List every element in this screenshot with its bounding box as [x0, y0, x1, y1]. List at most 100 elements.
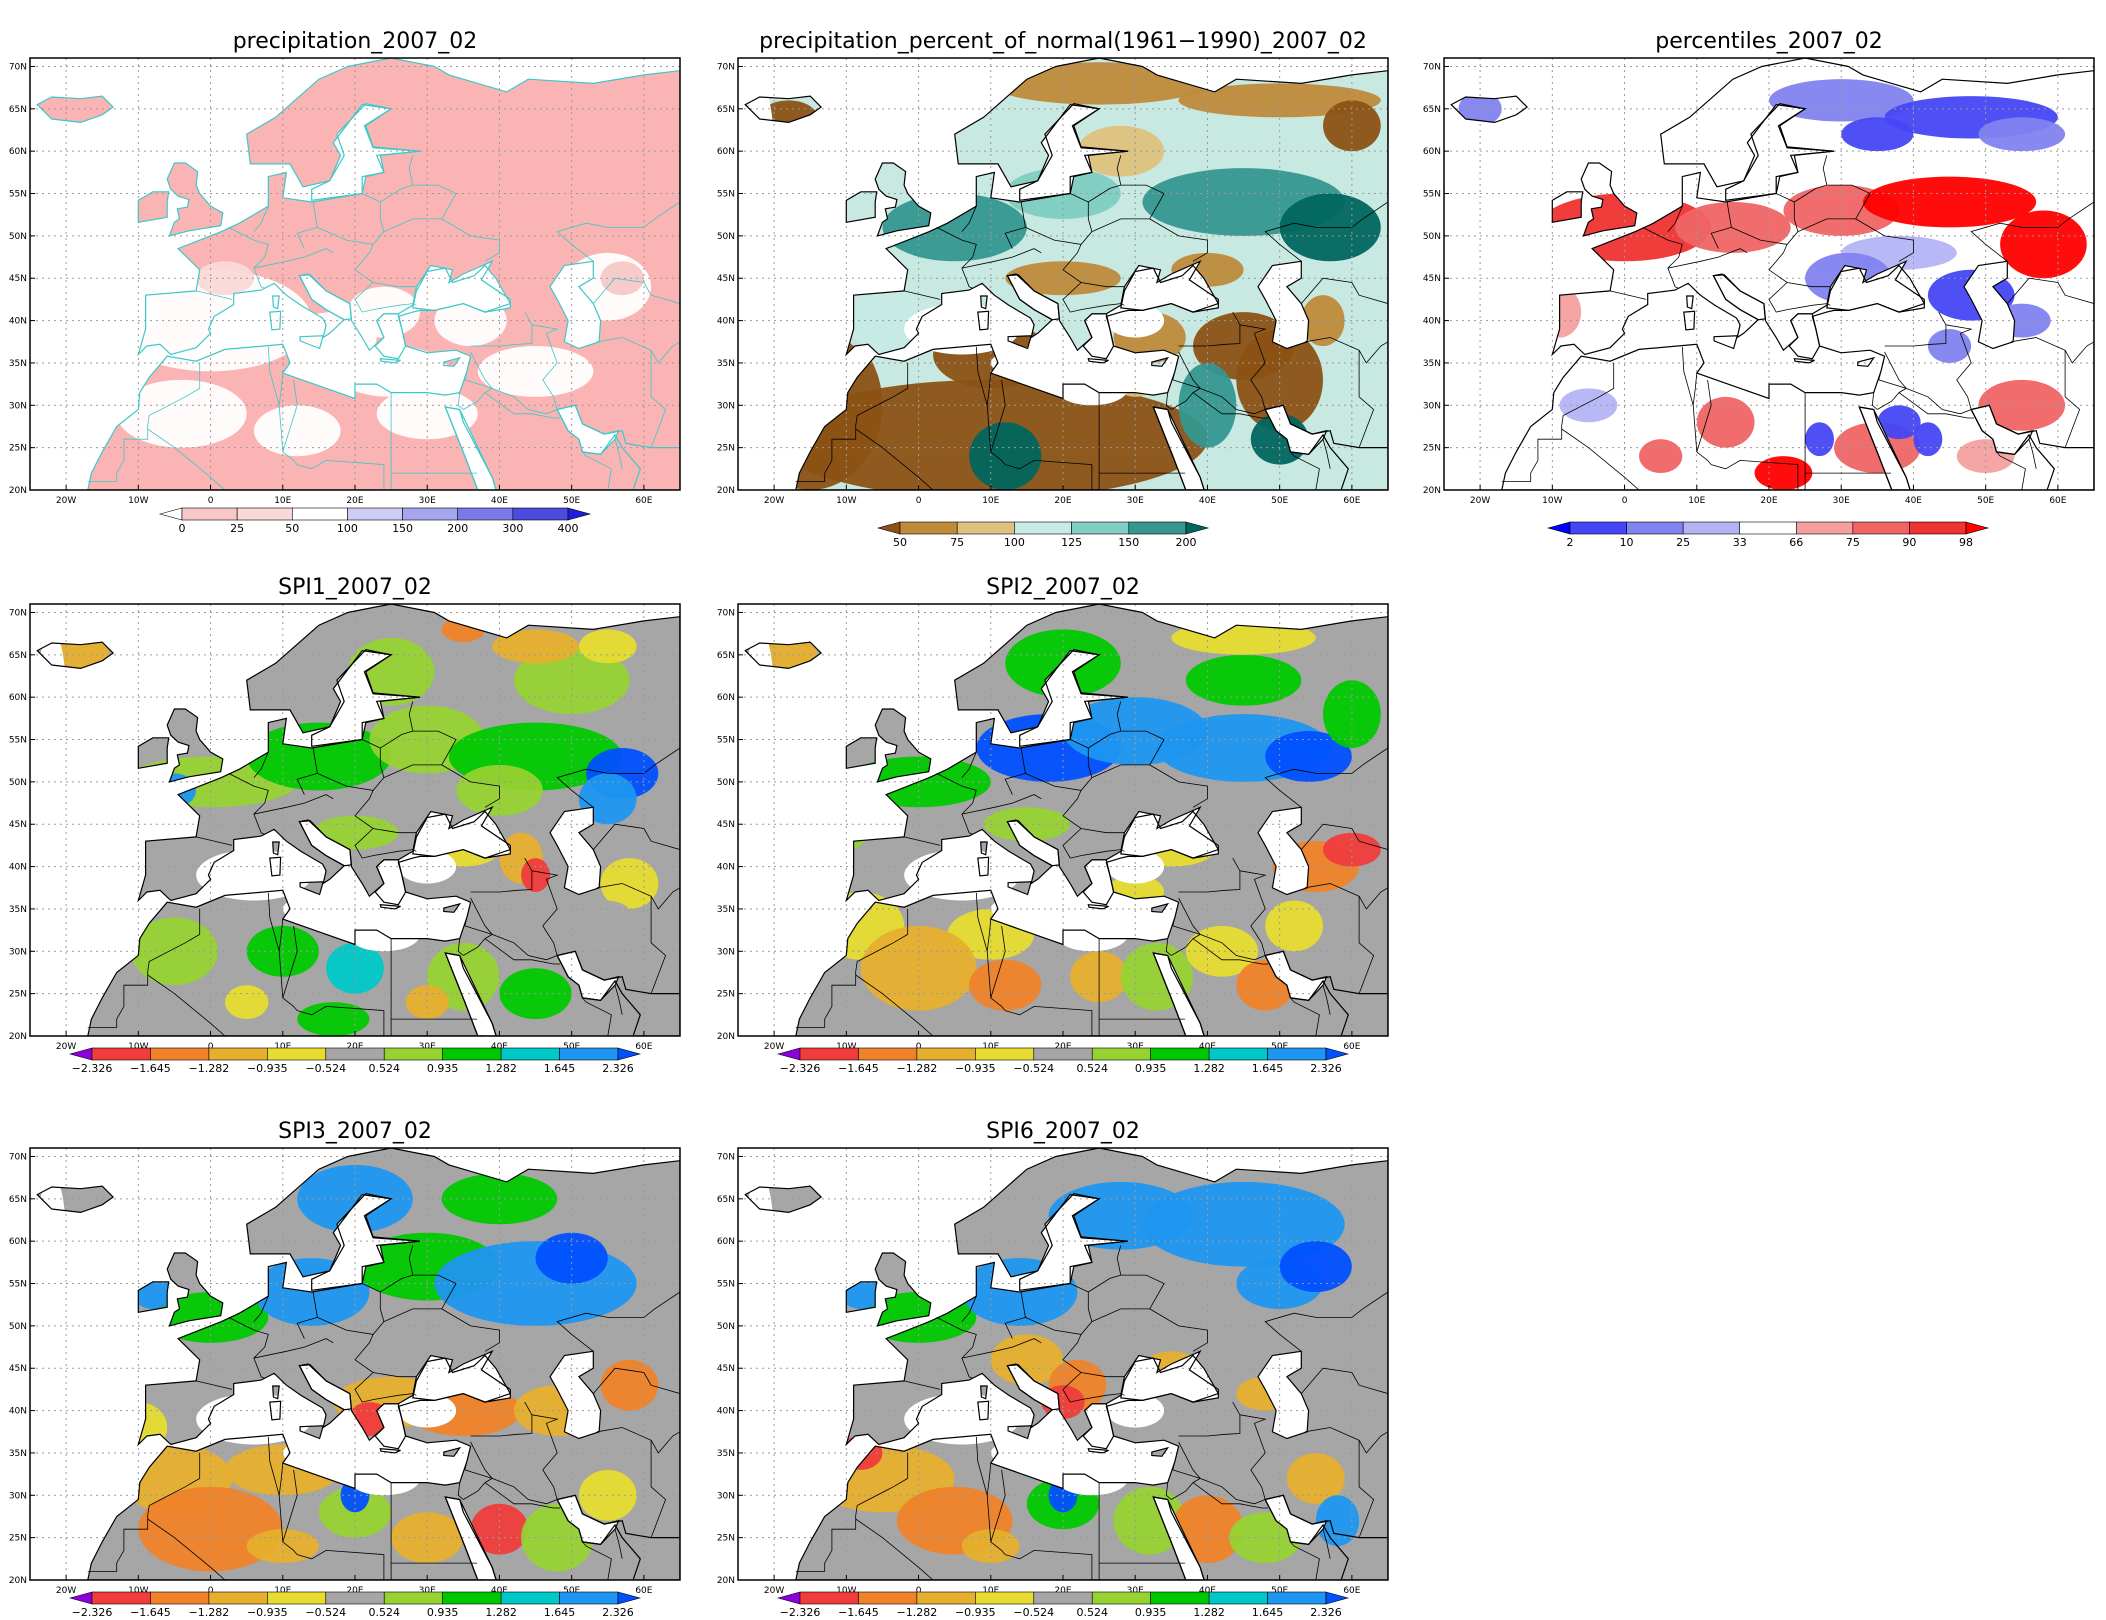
- lat-tick-label: 25N: [717, 444, 735, 454]
- coastline-crete: [1087, 904, 1109, 910]
- country-border: [1116, 1245, 1122, 1276]
- colorbar-swatch: [1128, 521, 1187, 535]
- lat-tick-label: 60N: [717, 1237, 735, 1247]
- lon-tick-label: 10E: [982, 496, 999, 506]
- colorbar-label: −1.645: [838, 1062, 879, 1075]
- colorbar-swatch: [457, 507, 514, 521]
- country-border: [1610, 290, 1647, 300]
- country-border: [1116, 155, 1122, 186]
- colorbar-percent_of_normal: 50 75 100 125 150 200: [876, 521, 1210, 549]
- map-body: [738, 1148, 1388, 1580]
- lon-tick-label: 20W: [764, 496, 784, 506]
- colorbar-swatch: [1150, 1047, 1210, 1061]
- colorbar-label: 0.524: [368, 1062, 400, 1075]
- colorbar-spi2: −2.326 −1.645 −1.282 −0.935 −0.524 0.524 0.935…: [776, 1047, 1350, 1075]
- country-border: [1855, 218, 1914, 262]
- country-border: [961, 206, 977, 232]
- coastline-caspian: [1257, 1350, 1310, 1440]
- field-anomaly: [225, 985, 269, 1020]
- coastline-cyprus: [443, 902, 462, 913]
- country-border: [1116, 701, 1122, 732]
- lat-tick-label: 60N: [717, 147, 735, 157]
- colorbar-label: 75: [950, 536, 964, 549]
- coastline-sicily: [299, 335, 325, 350]
- colorbar-low-arrow: [1546, 521, 1571, 535]
- colorbar-label: 150: [1118, 536, 1139, 549]
- coastline-crete: [379, 1448, 401, 1454]
- country-border: [457, 392, 464, 410]
- country-border: [1501, 362, 1615, 482]
- lon-tick-label: 60E: [1343, 496, 1360, 506]
- country-border: [1149, 1308, 1208, 1352]
- lon-tick-label: 10W: [128, 496, 148, 506]
- country-border: [441, 218, 500, 262]
- country-border: [582, 1541, 612, 1580]
- lon-tick-label: 10E: [274, 1042, 291, 1052]
- country-border: [1358, 887, 1388, 910]
- sea-caspian: [550, 261, 601, 349]
- coastline-redsea: [1152, 406, 1209, 490]
- country-border: [904, 1380, 941, 1390]
- country-border: [2010, 337, 2081, 448]
- coastline-baltic: [311, 1193, 421, 1291]
- country-border: [1812, 303, 1831, 306]
- country-border: [986, 1463, 992, 1496]
- field-anomaly: [990, 1334, 1063, 1386]
- coastline-blacksea: [412, 1354, 512, 1403]
- country-border: [1358, 1431, 1388, 1454]
- country-border: [354, 282, 399, 313]
- coastline-caspian: [549, 1350, 602, 1440]
- colorbar-swatch: [1033, 1047, 1093, 1061]
- lon-tick-label: 40E: [1199, 496, 1216, 506]
- country-border: [1239, 324, 1267, 410]
- coastline-aegean: [374, 859, 407, 906]
- country-border: [196, 836, 233, 846]
- sea-adriatic: [1007, 820, 1060, 866]
- country-border: [855, 974, 934, 1036]
- sea-caspian: [550, 1351, 601, 1439]
- country-border: [1692, 373, 1698, 406]
- lon-tick-label: 0: [916, 1042, 922, 1052]
- field-anomaly: [535, 1232, 608, 1284]
- country-border: [1171, 1478, 1201, 1500]
- colorbar-label: 98: [1959, 536, 1973, 549]
- coastline-crete: [379, 358, 401, 364]
- colorbar-label: −0.935: [247, 1606, 288, 1619]
- lat-tick-label: 20N: [9, 1032, 27, 1042]
- lon-tick-label: 50E: [1977, 496, 1994, 506]
- colorbar-label: −0.524: [1013, 1062, 1054, 1075]
- colorbar-swatch: [858, 1591, 918, 1605]
- lon-tick-label: 10W: [836, 496, 856, 506]
- lon-tick-label: 40E: [1199, 1042, 1216, 1052]
- country-border: [398, 303, 417, 306]
- sea-redsea: [445, 1497, 500, 1580]
- colorbar-label: 400: [558, 522, 579, 535]
- colorbar-high-arrow: [567, 507, 592, 521]
- sea-persiangulf: [557, 1495, 619, 1545]
- coastline-britain: [166, 708, 224, 783]
- country-border: [297, 1549, 385, 1580]
- sea-persiangulf: [1265, 405, 1327, 455]
- country-border: [1322, 1529, 1331, 1559]
- sea-caspian: [1258, 1351, 1309, 1439]
- country-border: [1062, 1334, 1125, 1378]
- coastline-baltic: [311, 649, 421, 747]
- coastline-cyprus: [1151, 356, 1170, 367]
- colorbar-swatch: [799, 1591, 859, 1605]
- colorbar-high-arrow: [617, 1047, 642, 1061]
- field-anomaly: [1323, 832, 1381, 867]
- colorbar-swatch: [975, 1591, 1035, 1605]
- country-border: [87, 362, 201, 482]
- lat-tick-label: 50N: [1423, 232, 1441, 242]
- lat-tick-label: 20N: [717, 1576, 735, 1586]
- country-border: [380, 1274, 457, 1322]
- lon-tick-label: 40E: [491, 1042, 508, 1052]
- country-border: [1290, 997, 1320, 1036]
- colorbar-swatch: [899, 521, 958, 535]
- country-border: [614, 439, 623, 469]
- coastline-adriatic: [298, 274, 353, 321]
- coastline-corsica: [980, 1385, 988, 1400]
- lat-tick-label: 60N: [9, 147, 27, 157]
- coastline-iceland: [36, 95, 115, 124]
- country-border: [1004, 1291, 1026, 1339]
